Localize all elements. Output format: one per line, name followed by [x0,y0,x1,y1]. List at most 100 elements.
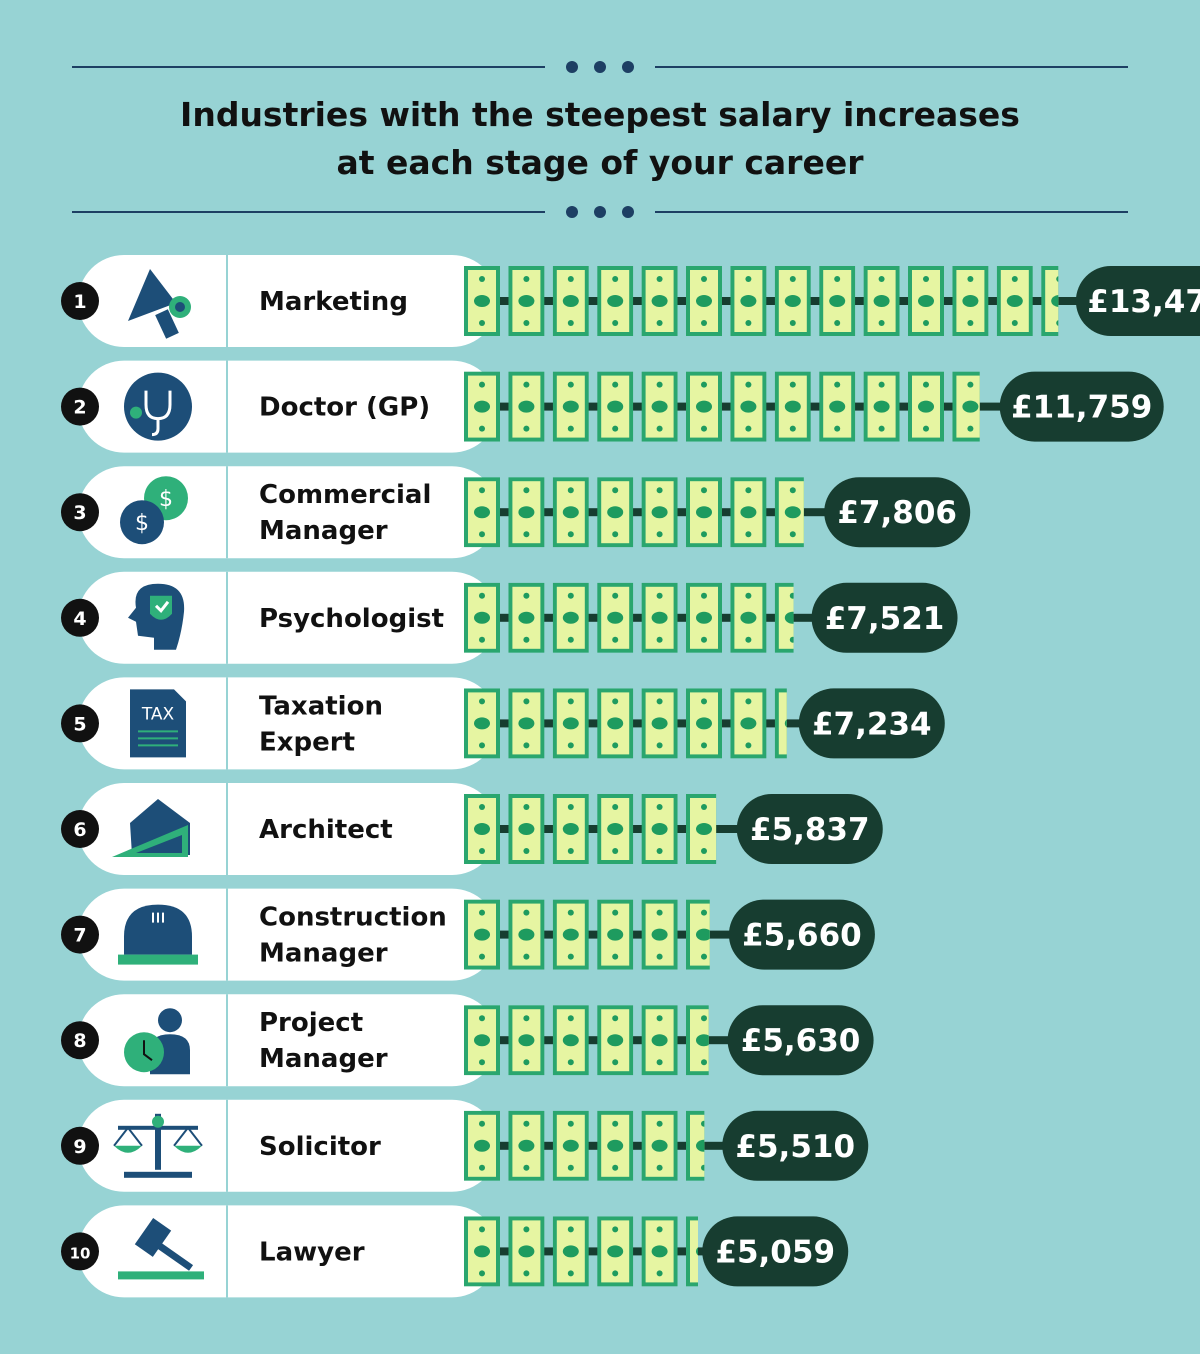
banknote-center [918,295,934,307]
banknote [908,266,944,336]
banknote-dot [567,487,574,494]
banknote [686,266,722,336]
banknote [597,371,634,442]
rank-badge: 9 [61,1126,99,1165]
megaphone-body [128,269,176,321]
banknote-body [774,477,804,548]
banknote-dot [790,698,796,704]
banknote-dot [612,320,619,326]
banknote-dot [479,1059,485,1066]
banknote-dot [656,848,663,854]
chart-row: 9 Solicitor £5,510 [61,1099,869,1192]
head-check [154,600,170,614]
scales-pan-right [174,1145,202,1153]
banknote-center [607,1034,624,1047]
banknote [597,477,634,548]
banknote [774,371,811,442]
bar [464,266,1094,336]
banknote-center [696,823,712,835]
banknote-dot [567,425,574,432]
person-clock-icon [124,1008,190,1075]
banknote-body [464,371,500,442]
banknote-dot [789,487,796,494]
banknote-body [819,371,856,442]
banknote-center [740,611,757,624]
chart-row: 10 Lawyer £5,059 [61,1205,849,1298]
banknote-dot [523,742,530,749]
banknote-body [597,266,634,336]
hard-hat-icon [118,904,198,965]
rank-badge: 5 [61,704,99,743]
banknote-body [908,371,944,442]
banknote-body [508,1216,545,1287]
value-label: £13,475 [1087,284,1200,320]
banknote-center [474,717,490,730]
banknote-face [690,1220,698,1283]
banknote-dot [479,592,485,599]
banknote-dot [479,381,485,388]
rank-number: 3 [73,502,86,524]
bar [464,899,747,970]
banknote-center [784,611,794,624]
banknote-body [641,266,678,336]
banknote-dot [701,487,707,494]
value-label: £5,059 [715,1234,835,1270]
banknote-dot [567,1015,574,1022]
banknote-dot [701,381,707,388]
bar [464,1110,741,1181]
banknote-center [518,1034,535,1047]
banknote-dot [745,636,752,643]
banknote-body [508,477,545,548]
value-pill: £7,521 [811,582,958,653]
banknote-body [641,371,678,442]
banknote-center [474,1139,490,1152]
banknote-body [552,1005,589,1076]
banknote-center [474,295,490,307]
banknote-dot [745,425,752,432]
banknote-center [474,928,490,941]
banknote-center [696,717,712,730]
banknote-body [464,1216,500,1287]
banknote-dot [567,804,574,810]
banknote-body [686,477,722,548]
banknote [552,1216,589,1287]
banknote [552,688,589,759]
banknote-body [1041,266,1059,336]
rank-circle [61,1126,99,1165]
banknote-dot [567,953,574,960]
banknote-body [552,794,589,864]
banknote-center [696,1247,698,1256]
banknote-dot [479,276,485,282]
banknote [774,477,804,548]
banknote-body [730,266,767,336]
banknote-dot [612,425,619,432]
rank-badge: 8 [61,1021,99,1060]
banknote-dot [745,592,752,599]
banknote-center [696,928,710,941]
banknote-center [474,823,490,835]
banknote [952,371,980,442]
banknote [819,371,856,442]
banknote [508,266,545,336]
banknote-dot [701,742,707,749]
banknote-body [464,1005,500,1076]
banknote-body [464,477,500,548]
banknote [508,1216,545,1287]
value-pill-bg [736,794,883,864]
label-panel [78,1099,498,1192]
banknote-dot [523,487,530,494]
banknote-dot [523,1226,530,1233]
banknote-body [641,688,678,759]
rank-badge: 10 [61,1232,99,1271]
banknote-dot [479,531,485,538]
banknote-body [508,899,545,970]
rank-number: 1 [73,291,86,313]
banknote-dot [701,592,707,599]
rank-circle [61,493,99,532]
scales-pillar [155,1113,161,1170]
scales-string [113,1126,143,1147]
category-label: Lawyer [259,1237,365,1267]
rank-badge: 2 [61,387,99,426]
banknote [508,582,545,653]
